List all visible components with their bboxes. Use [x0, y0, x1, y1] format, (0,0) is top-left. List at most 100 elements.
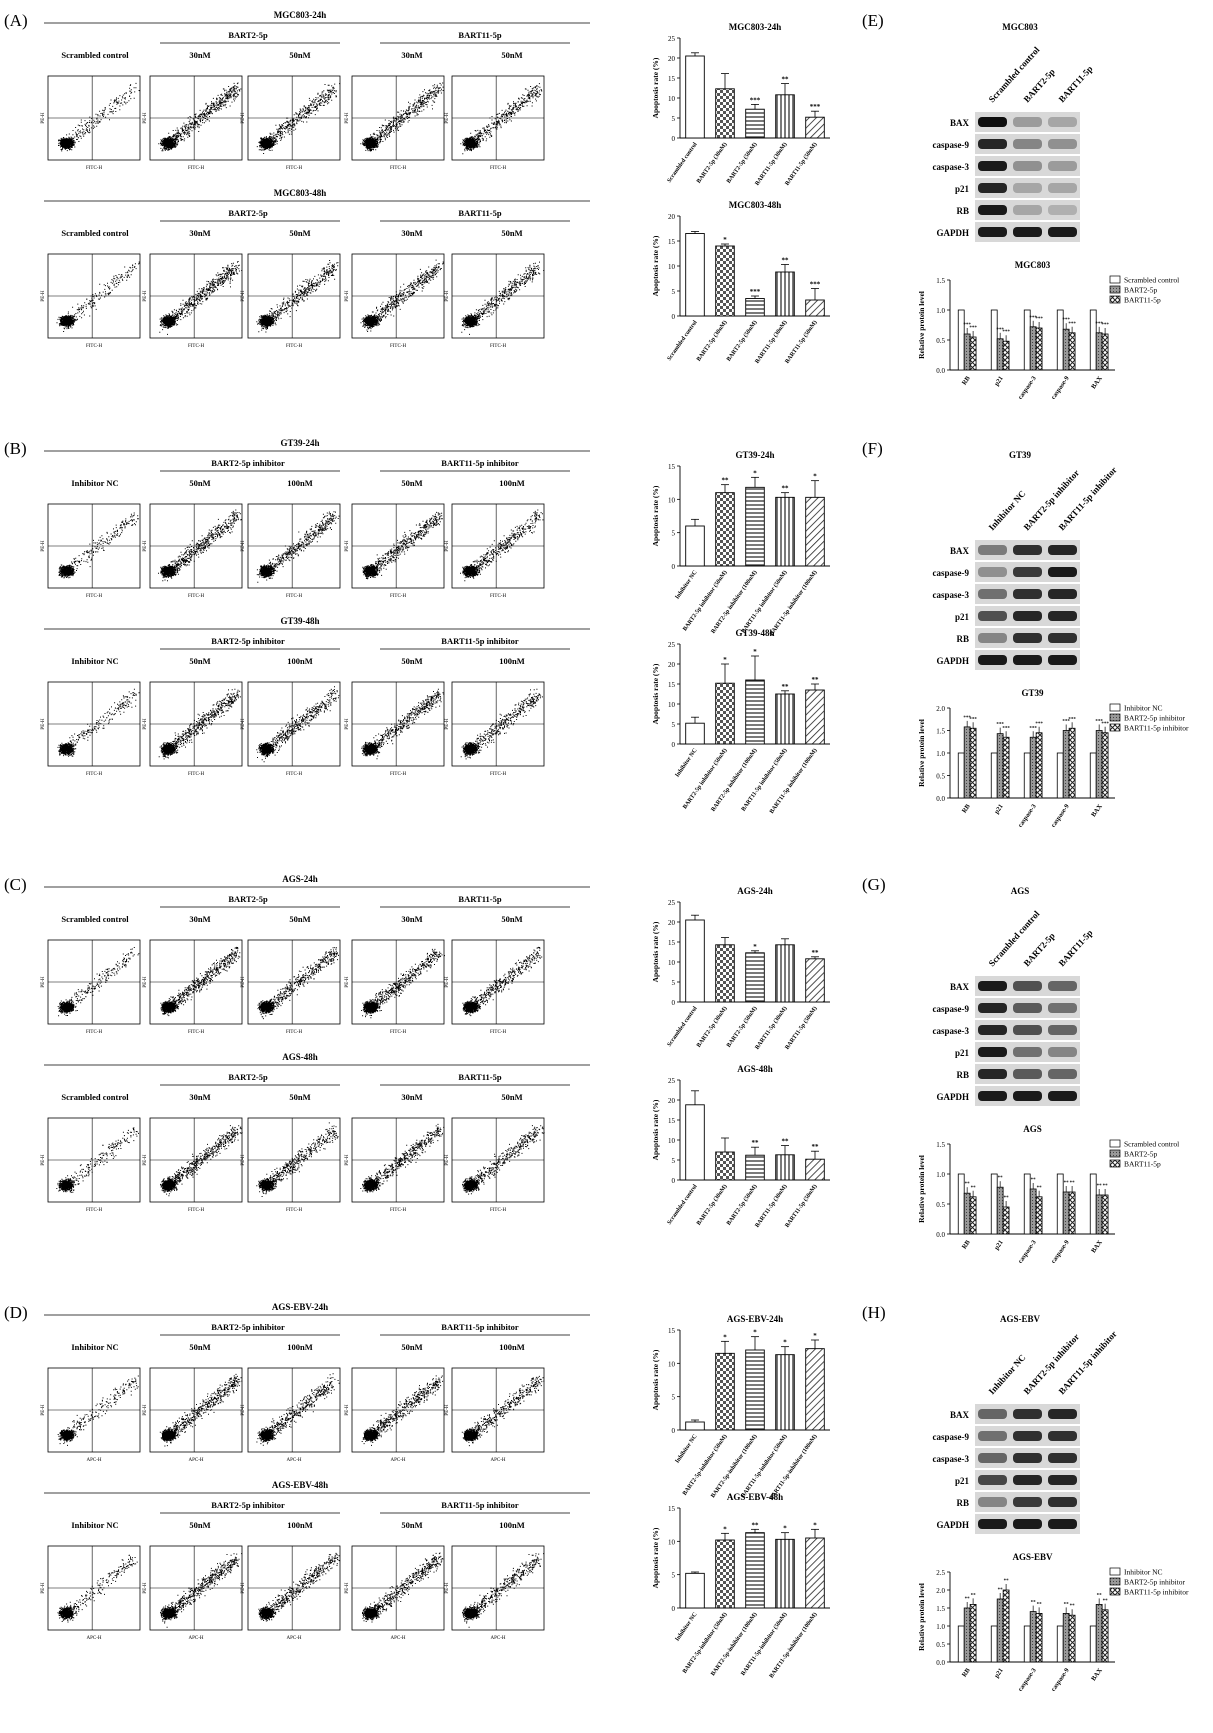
protein-band: [1048, 117, 1077, 127]
y-tick-label: 15: [668, 1117, 676, 1125]
protein-band: [1048, 1091, 1077, 1101]
panel-label: (G): [862, 875, 886, 894]
flow-plot: FITC-H PE-H: [445, 75, 545, 171]
flow-plot: APC-H PE-H: [41, 1367, 141, 1463]
group-label: BART2-5p inhibitor: [211, 1322, 285, 1332]
bar: [685, 1104, 705, 1181]
significance-marker: ***: [1062, 318, 1070, 323]
protein-label: BAX: [950, 118, 970, 128]
x-tick-label: caspase-3: [1017, 1239, 1038, 1265]
concentration-label: 50nM: [501, 228, 522, 238]
flow-events: [256, 1122, 339, 1197]
protein-band: [978, 1431, 1007, 1441]
flow-x-axis-label: APC-H: [188, 1636, 203, 1641]
flow-events: [58, 512, 139, 579]
x-tick-label: BART11-5p (50nM): [784, 319, 819, 365]
y-axis-label: Relative protein level: [917, 1583, 926, 1651]
significance-marker: ***: [1062, 720, 1070, 725]
concentration-label: 50nM: [289, 1092, 310, 1102]
bar: [715, 682, 735, 745]
significance-marker: ***: [1035, 317, 1043, 322]
chart-title: MGC803: [1015, 260, 1051, 270]
concentration-label: 50nM: [501, 914, 522, 924]
protein-band: [1048, 1409, 1077, 1419]
blot-title: GT39: [1009, 450, 1032, 460]
significance-marker: **: [965, 1182, 971, 1187]
chart-title: GT39: [1021, 688, 1044, 698]
flow-x-axis-label: FITC-H: [86, 1208, 103, 1213]
y-tick-label: 5: [672, 979, 676, 987]
y-tick-label: 0: [672, 1427, 676, 1435]
x-tick-label: BART2-5p (50nM): [725, 319, 758, 363]
concentration-label: 50nM: [189, 478, 210, 488]
x-tick-label: BART2-5p (30nM): [695, 1005, 728, 1049]
protein-label: caspase-3: [933, 1454, 970, 1464]
flow-y-axis-label: PE-H: [41, 290, 46, 302]
concentration-label: 30nM: [189, 1092, 210, 1102]
flow-plot: FITC-H PE-H: [41, 1117, 141, 1213]
concentration-label: 50nM: [501, 50, 522, 60]
significance-marker: **: [752, 1139, 760, 1147]
bar: [1089, 1173, 1097, 1235]
x-tick-label: Inhibitor NC: [675, 1612, 699, 1643]
flow-plot: APC-H PE-H: [445, 1367, 545, 1463]
y-axis-label: Apoptosis rate (%): [651, 235, 660, 296]
y-tick-label: 20: [668, 55, 676, 63]
protein-band: [1013, 205, 1042, 215]
bar: [1023, 752, 1031, 799]
legend-swatch: [1109, 1587, 1121, 1596]
panel-b: (B) GT39-24h Inhibitor NC BART2-5p inhibito…: [4, 438, 830, 815]
significance-marker: **: [965, 1597, 971, 1602]
x-tick-label: caspase-9: [1050, 1667, 1071, 1693]
flow-x-axis-label: FITC-H: [188, 1208, 205, 1213]
significance-marker: **: [971, 1593, 977, 1598]
significance-marker: *: [723, 656, 727, 664]
protein-band: [1013, 183, 1042, 193]
protein-band: [978, 1497, 1007, 1507]
flow-events: [258, 1552, 341, 1622]
protein-band: [1013, 545, 1042, 555]
legend-entry: Inhibitor NC: [1124, 1568, 1163, 1577]
group-label: BART11-5p inhibitor: [441, 636, 519, 646]
bar: [1002, 340, 1010, 371]
y-tick-label: 1.0: [936, 1171, 945, 1179]
bar: [1002, 1589, 1010, 1663]
lane-label: BART11-5p: [1057, 64, 1095, 105]
flow-y-axis-label: PE-H: [143, 290, 148, 302]
protein-band: [978, 117, 1007, 127]
flow-x-axis-label: APC-H: [490, 1458, 505, 1463]
y-tick-label: 10: [668, 959, 676, 967]
panel-label: (B): [4, 439, 27, 458]
significance-marker: **: [782, 485, 790, 493]
concentration-label: 100nM: [499, 478, 525, 488]
panel-label: (A): [4, 11, 28, 30]
bar: [715, 1539, 735, 1609]
flow-y-axis-label: PE-H: [143, 976, 148, 988]
flow-plot: APC-H PE-H: [345, 1367, 445, 1463]
apoptosis-bar-chart: MGC803-24h 0 5 10 15 20 25 Apoptosis rate (%) Sc…: [651, 22, 830, 187]
protein-band: [978, 545, 1007, 555]
flow-plot: FITC-H PE-H: [41, 939, 141, 1035]
protein-band: [978, 183, 1007, 193]
bar: [745, 952, 765, 1003]
protein-level-bar-chart: GT39 0.0 0.5 1.0 1.5 2.0 Relative protein leve…: [917, 688, 1189, 829]
row-title: GT39-48h: [280, 616, 319, 626]
flow-x-axis-label: FITC-H: [188, 1030, 205, 1035]
significance-marker: **: [752, 1521, 760, 1529]
x-tick-label: p21: [993, 1667, 1005, 1679]
significance-marker: **: [782, 76, 790, 84]
legend-entry: BART11-5p: [1124, 296, 1161, 305]
significance-marker: ***: [1029, 316, 1037, 321]
control-label: Inhibitor NC: [71, 1342, 118, 1352]
x-tick-label: RB: [961, 803, 972, 815]
flow-plot: FITC-H PE-H: [143, 1117, 243, 1213]
flow-x-axis-label: FITC-H: [390, 166, 407, 171]
bar: [745, 486, 765, 567]
significance-marker: ***: [1068, 322, 1076, 327]
x-tick-label: p21: [993, 803, 1005, 815]
flow-events: [256, 260, 339, 333]
protein-band: [1013, 567, 1042, 577]
bar: [715, 1352, 735, 1431]
legend-entry: Scrambled control: [1124, 1140, 1179, 1149]
protein-band: [1048, 981, 1077, 991]
